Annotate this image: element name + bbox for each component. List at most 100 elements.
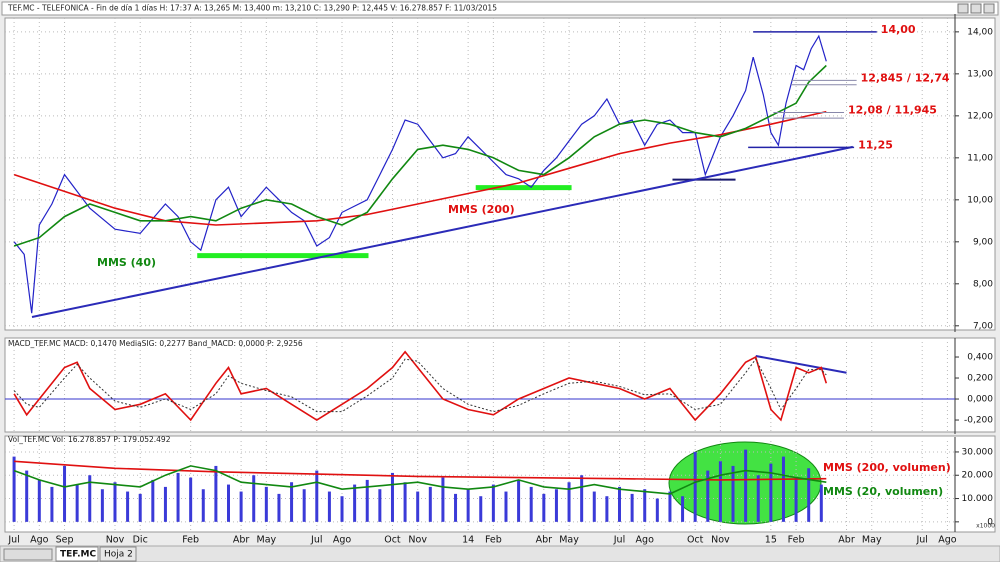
volume-bar — [277, 493, 281, 522]
price-header: TEF.MC - TELEFONICA - Fin de día 1 días … — [7, 4, 497, 13]
x-tick-label: Jul — [310, 535, 322, 546]
x-tick-label: Ago — [30, 535, 49, 546]
x-tick-label: Nov — [711, 535, 730, 546]
x-tick-label: Feb — [485, 535, 502, 546]
series-line — [13, 110, 827, 226]
volume-bar — [466, 489, 470, 522]
volume-bar — [744, 449, 748, 522]
x-tick-label: Jul — [915, 535, 927, 546]
y-unit: x1000 — [976, 523, 995, 530]
x-tick-label: Ago — [636, 535, 655, 546]
volume-bar — [479, 496, 483, 522]
y-tick-label: 20.000 — [962, 471, 994, 481]
macd-panel — [4, 337, 996, 433]
volume-bar — [353, 484, 357, 522]
y-tick-label: 0 — [987, 517, 993, 527]
x-tick-label: May — [559, 535, 579, 546]
x-tick-label: Sep — [56, 535, 74, 546]
volume-bar — [756, 475, 760, 522]
series-label: MMS (20, volumen) — [823, 485, 943, 498]
volume-panel — [4, 435, 996, 533]
series-label: MMS (40) — [97, 256, 156, 269]
y-tick-label: 14,00 — [967, 27, 993, 37]
volume-bar — [327, 491, 331, 522]
tab[interactable] — [55, 546, 99, 562]
volume-bar — [302, 489, 306, 522]
volume-bar — [617, 486, 621, 522]
maximize-button[interactable] — [970, 3, 982, 14]
x-tick-label: Jul — [613, 535, 625, 546]
x-tick-label: Jul — [7, 535, 19, 546]
level-label: 11,25 — [858, 138, 893, 151]
volume-bar — [517, 479, 521, 522]
y-tick-label: 10.000 — [962, 494, 994, 504]
trend-line — [755, 354, 847, 374]
x-tick-label: Abr — [536, 535, 553, 546]
y-tick-label: -0,200 — [964, 416, 993, 426]
volume-bar — [239, 491, 243, 522]
volume-bar — [138, 493, 142, 522]
x-tick-label: May — [257, 535, 277, 546]
x-tick-label: Feb — [788, 535, 805, 546]
volume-bar — [113, 482, 117, 522]
volume-header: Vol_TEF.MC Vol: 16.278.857 P: 179.052.49… — [8, 435, 171, 444]
title-bar — [1, 1, 999, 16]
volume-bar — [63, 465, 67, 522]
y-tick-label: 12,00 — [967, 111, 993, 121]
price-panel — [4, 17, 996, 331]
x-tick-label: 15 — [765, 535, 777, 546]
volume-bar — [100, 489, 104, 522]
volume-bar — [226, 484, 230, 522]
series-line — [14, 460, 827, 481]
tab-label[interactable]: Hoja 2 — [104, 550, 133, 560]
volume-bar — [781, 456, 785, 522]
tab[interactable] — [99, 546, 137, 562]
x-tick-label: Ago — [938, 535, 957, 546]
volume-bar — [201, 489, 205, 522]
y-tick-label: 8,00 — [973, 279, 993, 289]
volume-bar — [693, 451, 697, 522]
tab-label[interactable]: TEF.MC — [60, 550, 96, 560]
y-tick-label: 7,00 — [973, 321, 993, 331]
volume-bar — [643, 489, 647, 522]
window-buttons[interactable] — [957, 3, 995, 14]
macd-header: MACD_TEF.MC MACD: 0,1470 MediaSIG: 0,227… — [8, 339, 303, 348]
volume-bar — [542, 493, 546, 522]
close-button[interactable] — [983, 3, 995, 14]
volume-bar — [151, 479, 155, 522]
volume-bar — [819, 484, 823, 522]
x-tick-label: Nov — [408, 535, 427, 546]
volume-bar — [390, 472, 394, 522]
volume-bar — [731, 465, 735, 522]
y-tick-label: 0,000 — [967, 395, 993, 405]
level-label: 14,00 — [881, 23, 916, 36]
volume-bar — [592, 491, 596, 522]
x-tick-label: Abr — [838, 535, 855, 546]
volume-bar — [176, 472, 180, 522]
volume-bar — [807, 468, 811, 522]
x-tick-label: Abr — [233, 535, 250, 546]
volume-bar — [416, 491, 420, 522]
volume-bar — [706, 470, 710, 522]
volume-bar — [290, 482, 294, 522]
volume-bar — [567, 482, 571, 522]
volume-bar — [504, 491, 508, 522]
volume-bar — [428, 486, 432, 522]
x-tick-label: 14 — [462, 535, 474, 546]
volume-bar — [214, 465, 218, 522]
minimize-button[interactable] — [957, 3, 969, 14]
tab-nav-buttons[interactable] — [3, 548, 53, 561]
y-tick-label: 11,00 — [967, 153, 993, 163]
series-line — [13, 64, 827, 247]
volume-bar — [365, 479, 369, 522]
volume-bar — [264, 486, 268, 522]
volume-bar — [794, 477, 798, 522]
series-line — [13, 34, 827, 314]
volume-bar — [25, 470, 29, 522]
volume-bar — [378, 489, 382, 522]
volume-bar — [668, 491, 672, 522]
volume-bar — [681, 496, 685, 522]
tab-bar — [0, 545, 1000, 562]
tab-nav[interactable] — [3, 548, 53, 561]
